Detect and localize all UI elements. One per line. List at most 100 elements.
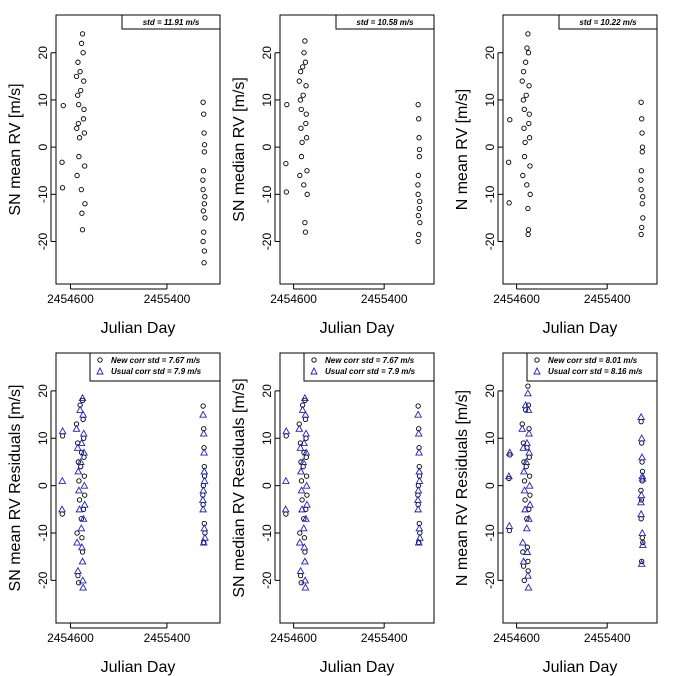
data-point bbox=[295, 424, 304, 432]
data-point bbox=[302, 481, 311, 489]
legend-entry: New corr std = 7.67 m/s bbox=[325, 356, 415, 365]
data-point bbox=[200, 533, 209, 541]
data-point bbox=[201, 149, 207, 155]
data-point bbox=[298, 106, 304, 113]
data-point bbox=[76, 497, 83, 503]
data-point bbox=[301, 535, 307, 541]
chart-panel-2: -20 -10 0 10 20 2454600 2455400 Julian Day SN me… bbox=[231, 14, 435, 337]
legend-box bbox=[121, 14, 221, 30]
data-point bbox=[77, 438, 86, 447]
plot-frame bbox=[502, 14, 658, 285]
data-point bbox=[523, 438, 531, 447]
data-point bbox=[526, 135, 533, 141]
data-point bbox=[79, 549, 86, 555]
data-point bbox=[522, 139, 528, 146]
data-point bbox=[639, 116, 645, 122]
data-point bbox=[297, 68, 304, 75]
legend-triangle-icon bbox=[96, 366, 104, 375]
data-point bbox=[304, 168, 310, 174]
data-point bbox=[297, 530, 303, 536]
data-point bbox=[200, 208, 207, 214]
data-point bbox=[75, 92, 81, 98]
data-point bbox=[518, 424, 527, 432]
data-point bbox=[79, 514, 88, 522]
data-point bbox=[637, 412, 646, 420]
x-axis-title: Julian Day bbox=[543, 659, 618, 676]
chart-panel-6: -20 -10 0 10 20 2454600 2455400 Julian Day N mea… bbox=[454, 352, 658, 676]
data-point bbox=[521, 153, 528, 160]
data-point bbox=[507, 117, 513, 123]
series-usual-corr bbox=[281, 393, 424, 591]
data-point bbox=[199, 538, 208, 546]
data-point bbox=[78, 576, 87, 584]
x-tick-label: 2454600 bbox=[493, 292, 540, 306]
legend-box bbox=[89, 352, 221, 382]
data-point bbox=[80, 448, 88, 456]
data-point bbox=[58, 427, 67, 435]
data-point bbox=[302, 59, 309, 65]
data-point bbox=[521, 125, 527, 131]
data-point bbox=[297, 172, 303, 179]
data-point bbox=[76, 153, 82, 160]
data-point bbox=[300, 393, 309, 402]
data-point bbox=[416, 146, 423, 153]
data-point bbox=[79, 31, 86, 37]
data-point bbox=[299, 524, 308, 532]
legend-entry: New corr std = 7.67 m/s bbox=[111, 356, 201, 365]
y-tick-label: 10 bbox=[260, 431, 274, 445]
y-tick-label: 20 bbox=[36, 384, 50, 398]
data-point bbox=[639, 459, 645, 465]
y-tick-label: 10 bbox=[36, 431, 50, 445]
data-point bbox=[417, 198, 423, 205]
data-point bbox=[300, 438, 308, 447]
data-point bbox=[415, 533, 424, 541]
data-point bbox=[415, 524, 424, 532]
y-tick-label: 20 bbox=[483, 46, 497, 60]
data-point bbox=[199, 486, 208, 494]
legend: New corr std = 7.67 m/s Usual corr std = … bbox=[303, 352, 435, 382]
data-point bbox=[524, 45, 530, 51]
data-point bbox=[506, 159, 512, 165]
data-point bbox=[415, 403, 421, 409]
data-point bbox=[297, 486, 306, 494]
data-point bbox=[58, 476, 67, 484]
chart-panel-1: -20 -10 0 10 20 2454600 2455400 Julian Day SN me… bbox=[7, 14, 221, 337]
data-point bbox=[414, 538, 423, 546]
data-point bbox=[416, 116, 422, 122]
data-point bbox=[58, 505, 66, 513]
data-point bbox=[415, 182, 421, 188]
data-point bbox=[302, 219, 308, 226]
data-point bbox=[522, 524, 531, 532]
data-point bbox=[77, 524, 86, 532]
data-point bbox=[201, 111, 207, 117]
legend-entry: New corr std = 8.01 m/s bbox=[548, 356, 638, 365]
data-point bbox=[74, 467, 83, 475]
legend-circle-icon bbox=[97, 357, 103, 363]
data-point bbox=[283, 161, 289, 167]
data-point bbox=[303, 111, 309, 117]
data-point bbox=[414, 429, 423, 437]
legend-circle-icon bbox=[534, 357, 540, 363]
data-point bbox=[298, 405, 307, 413]
data-point bbox=[283, 433, 289, 439]
data-point bbox=[82, 492, 88, 498]
series-new-corr bbox=[506, 383, 646, 584]
data-point bbox=[522, 497, 528, 503]
data-point bbox=[520, 486, 529, 494]
data-point bbox=[79, 583, 88, 591]
data-point bbox=[521, 478, 528, 484]
data-point bbox=[298, 153, 305, 160]
data-point bbox=[640, 194, 646, 200]
data-point bbox=[302, 416, 309, 422]
data-point bbox=[301, 410, 310, 418]
data-point bbox=[75, 505, 84, 513]
data-point bbox=[296, 78, 302, 84]
legend: New corr std = 8.01 m/s Usual corr std = … bbox=[526, 352, 658, 382]
x-tick-label: 2455400 bbox=[144, 292, 191, 306]
data-point bbox=[80, 500, 89, 508]
data-point bbox=[522, 59, 529, 65]
data-point bbox=[81, 473, 87, 479]
data-point bbox=[520, 549, 526, 555]
data-point bbox=[59, 511, 65, 517]
legend: std = 10.58 m/s bbox=[335, 14, 435, 30]
